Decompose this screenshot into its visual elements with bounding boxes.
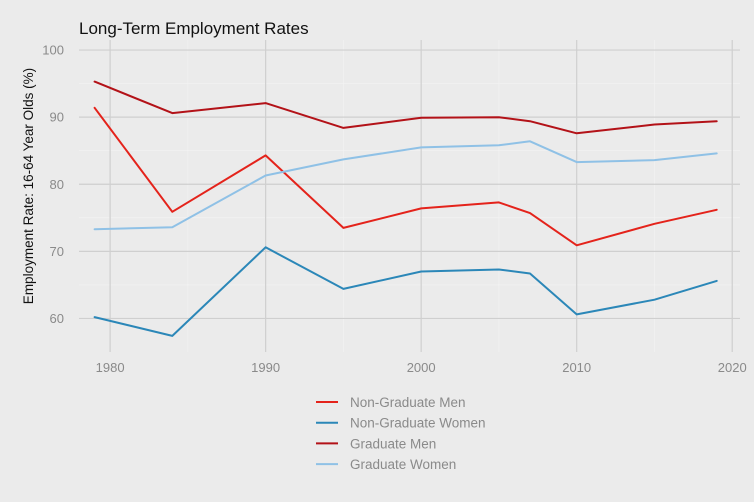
y-tick-label: 100 [42, 43, 64, 58]
legend-label-non-graduate-women: Non-Graduate Women [350, 416, 486, 431]
series-line-graduate-men [93, 80, 718, 135]
chart-title: Long-Term Employment Rates [79, 19, 309, 38]
grid [79, 40, 740, 352]
legend: Non-Graduate Men Non-Graduate Women Gradua… [316, 395, 486, 472]
legend-label-graduate-men: Graduate Men [350, 436, 436, 451]
series-line-non-graduate-women [93, 246, 718, 337]
y-tick-label: 60 [50, 311, 64, 326]
series-lines [93, 80, 718, 337]
y-axis-label: Employment Rate: 16-64 Year Olds (%) [21, 68, 36, 304]
x-tick-label: 1990 [251, 360, 280, 375]
x-tick-label: 1980 [96, 360, 125, 375]
y-tick-label: 70 [50, 244, 64, 259]
x-tick-label: 2010 [562, 360, 591, 375]
y-tick-label: 80 [50, 177, 64, 192]
x-tick-label: 2000 [407, 360, 436, 375]
y-tick-label: 90 [50, 110, 64, 125]
series-line-graduate-women [93, 140, 718, 231]
legend-label-non-graduate-men: Non-Graduate Men [350, 395, 466, 410]
tick-labels: 1980 1990 2000 2010 2020 60 70 80 90 100 [42, 43, 746, 375]
legend-label-graduate-women: Graduate Women [350, 457, 456, 472]
x-tick-label: 2020 [718, 360, 747, 375]
series-line-non-graduate-men [93, 106, 718, 247]
